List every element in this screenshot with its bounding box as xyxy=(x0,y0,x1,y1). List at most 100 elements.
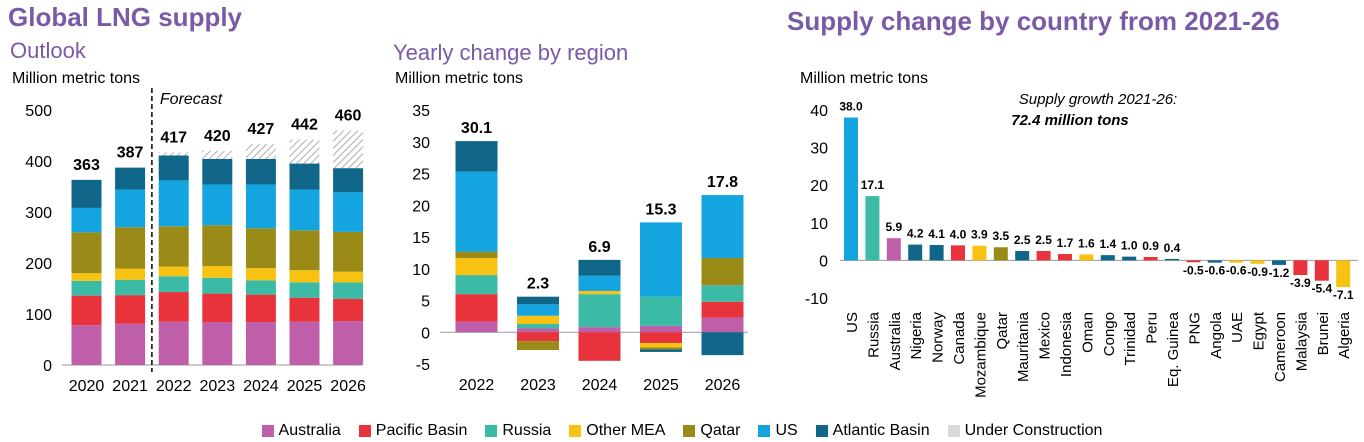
country-bar-algeria xyxy=(1336,260,1351,288)
country-x-tick: UAE xyxy=(1229,312,1246,343)
country-value-label: 1.4 xyxy=(1099,237,1116,251)
yearly-bar-us xyxy=(578,275,621,291)
supply-growth-value: 72.4 million tons xyxy=(1011,112,1129,129)
outlook-bar-other-mea xyxy=(333,271,364,283)
yearly-bar-us xyxy=(701,195,744,258)
country-bar-mexico xyxy=(1036,251,1051,261)
outlook-total-label: 417 xyxy=(160,129,187,146)
outlook-bar-other-mea xyxy=(158,266,189,277)
legend-swatch xyxy=(758,425,771,437)
legend-label: Under Construction xyxy=(964,422,1103,439)
country-x-tick: Oman xyxy=(1079,312,1096,353)
country-bar-canada xyxy=(951,245,965,261)
country-bar-russia xyxy=(865,196,880,261)
country-bar-cameroon xyxy=(1272,260,1286,265)
legend-item-under-construction: Under Construction xyxy=(947,422,1103,440)
country-x-tick: Angola xyxy=(1208,311,1225,358)
outlook-bar-atlantic-basin xyxy=(115,167,146,190)
country-value-label: 17.1 xyxy=(861,178,885,192)
outlook-bar-australia xyxy=(333,321,364,365)
country-bar-brunei xyxy=(1314,260,1329,281)
country-value-label: 4.0 xyxy=(950,227,967,241)
country-value-label: 0.4 xyxy=(1164,241,1181,255)
yearly-bar-other-mea xyxy=(640,343,682,348)
legend-item-us: US xyxy=(758,422,798,440)
yearly-bar-pacific-basin xyxy=(701,301,744,318)
legend-swatch xyxy=(358,425,371,437)
yearly-total-label: 2.3 xyxy=(527,276,549,293)
country-value-label: 1.6 xyxy=(1078,236,1095,250)
outlook-bar-under-construction xyxy=(333,130,364,169)
yearly-bar-qatar xyxy=(640,347,682,350)
outlook-bar-qatar xyxy=(289,230,320,271)
yearly-x-tick: 2026 xyxy=(705,377,741,394)
main-title: Global LNG supply xyxy=(8,2,243,32)
yearly-bar-australia xyxy=(701,317,744,333)
country-bar-eq-guinea xyxy=(1165,258,1179,261)
country-bar-nigeria xyxy=(908,244,923,261)
country-x-tick: Mauritania xyxy=(1015,311,1032,382)
legend-item-other-mea: Other MEA xyxy=(569,422,665,440)
outlook-bar-atlantic-basin xyxy=(333,168,364,193)
country-bar-egypt xyxy=(1250,260,1265,264)
legend-label: US xyxy=(775,422,798,439)
country-value-label: 3.9 xyxy=(971,228,988,242)
country-bar-malaysia xyxy=(1293,260,1308,276)
outlook-bar-australia xyxy=(289,321,320,365)
yearly-title: Yearly change by region xyxy=(393,40,629,65)
charts-canvas: 0100200300400500363202038720214172022420… xyxy=(25,88,1358,398)
country-y-tick: 40 xyxy=(810,103,828,120)
legend-label: Russia xyxy=(502,422,552,439)
country-bar-mauritania xyxy=(1015,251,1030,261)
outlook-x-tick: 2024 xyxy=(243,378,279,395)
yearly-bar-us xyxy=(640,222,682,297)
outlook-x-tick: 2026 xyxy=(330,378,366,395)
outlook-x-tick: 2022 xyxy=(156,378,192,395)
legend-swatch xyxy=(683,425,696,437)
country-value-label: 2.5 xyxy=(1014,233,1031,247)
country-x-tick: Russia xyxy=(865,311,882,358)
outlook-bar-other-mea xyxy=(71,273,102,281)
country-unit-label: Million metric tons xyxy=(800,70,929,87)
country-x-tick: Brunei xyxy=(1315,312,1332,355)
yearly-y-tick: 0 xyxy=(421,325,430,342)
supply-growth-note: Supply growth 2021-26: xyxy=(1019,91,1177,108)
outlook-bar-russia xyxy=(158,276,189,293)
country-x-tick: Nigeria xyxy=(908,311,925,359)
country-value-label: -7.1 xyxy=(1333,288,1354,302)
outlook-bar-other-mea xyxy=(115,268,146,280)
country-x-tick: Trinidad xyxy=(1122,312,1139,366)
yearly-y-tick: 10 xyxy=(412,262,430,279)
country-bar-congo xyxy=(1100,255,1115,261)
yearly-y-tick: 20 xyxy=(412,198,430,215)
outlook-total-label: 420 xyxy=(204,128,231,145)
legend-label: Australia xyxy=(278,422,341,439)
outlook-bar-qatar xyxy=(202,225,233,267)
yearly-bar-atlantic-basin xyxy=(517,296,559,305)
country-value-label: 3.5 xyxy=(992,229,1009,243)
country-value-label: -0.9 xyxy=(1247,265,1268,279)
outlook-bar-russia xyxy=(333,282,364,299)
country-x-tick: Peru xyxy=(1144,312,1161,344)
country-value-label: -0.6 xyxy=(1204,264,1225,278)
outlook-bar-russia xyxy=(71,280,102,296)
outlook-bar-russia xyxy=(115,279,146,296)
legend-item-atlantic-basin: Atlantic Basin xyxy=(815,422,930,440)
outlook-y-tick: 300 xyxy=(25,205,52,222)
outlook-bar-other-mea xyxy=(289,270,320,283)
country-y-tick: 30 xyxy=(810,141,828,158)
outlook-bar-australia xyxy=(158,321,189,365)
outlook-y-tick: 400 xyxy=(25,154,52,171)
outlook-bar-pacific-basin xyxy=(289,297,320,322)
outlook-x-tick: 2021 xyxy=(112,378,148,395)
country-x-tick: Norway xyxy=(930,312,947,363)
yearly-bar-qatar xyxy=(455,251,498,258)
outlook-bar-pacific-basin xyxy=(71,295,102,326)
outlook-bar-atlantic-basin xyxy=(245,158,276,185)
country-value-label: -0.5 xyxy=(1183,263,1204,277)
outlook-bar-atlantic-basin xyxy=(158,155,189,181)
yearly-bar-atlantic-basin xyxy=(578,259,621,276)
country-x-tick: US xyxy=(844,312,861,333)
outlook-bar-under-construction xyxy=(202,150,233,159)
outlook-bar-us xyxy=(158,180,189,227)
